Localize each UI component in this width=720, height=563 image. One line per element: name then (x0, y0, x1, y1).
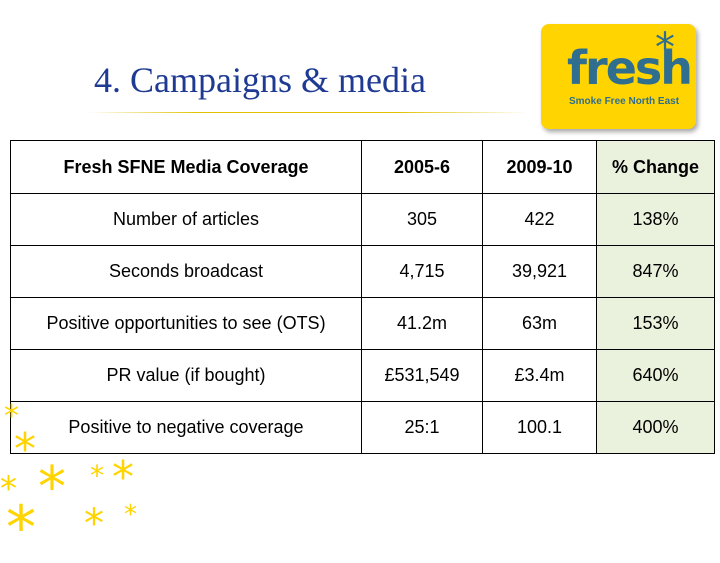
row-change-value: 400% (596, 401, 715, 454)
asterisk-star-icon: * (124, 500, 137, 530)
asterisk-star-icon: * (14, 424, 36, 475)
row-2009-10-value: 422 (482, 193, 597, 246)
row-2005-6-value: 25:1 (361, 401, 483, 454)
title-underline (88, 112, 528, 113)
asterisk-star-icon: * (4, 399, 19, 434)
asterisk-star-icon: * (112, 452, 134, 503)
table-row: Positive to negative coverage 25:1 100.1… (10, 401, 715, 454)
table-row: Positive opportunities to see (OTS) 41.2… (10, 297, 715, 350)
header-2009-10: 2009-10 (482, 140, 597, 194)
row-change-value: 847% (596, 245, 715, 298)
asterisk-star-icon: * (90, 459, 104, 492)
fresh-logo: fresh * Smoke Free North East (541, 24, 696, 129)
row-change-value: 138% (596, 193, 715, 246)
row-metric: PR value (if bought) (10, 349, 362, 402)
header-metric: Fresh SFNE Media Coverage (10, 140, 362, 194)
table-row: Number of articles 305 422 138% (10, 193, 715, 246)
header-change: % Change (596, 140, 715, 194)
table-header-row: Fresh SFNE Media Coverage 2005-6 2009-10… (10, 140, 715, 194)
row-2005-6-value: 4,715 (361, 245, 483, 298)
table-row: Seconds broadcast 4,715 39,921 847% (10, 245, 715, 298)
table-row: PR value (if bought) £531,549 £3.4m 640% (10, 349, 715, 402)
asterisk-star-icon: * (84, 501, 104, 547)
row-change-value: 153% (596, 297, 715, 350)
row-2005-6-value: £531,549 (361, 349, 483, 402)
row-metric: Number of articles (10, 193, 362, 246)
header-2005-6: 2005-6 (361, 140, 483, 194)
logo-word: fresh (567, 41, 693, 95)
slide-title: 4. Campaigns & media (94, 60, 426, 100)
row-2005-6-value: 41.2m (361, 297, 483, 350)
row-2009-10-value: 63m (482, 297, 597, 350)
row-metric: Seconds broadcast (10, 245, 362, 298)
logo-asterisk-icon: * (655, 25, 675, 71)
asterisk-star-icon: * (0, 469, 17, 509)
row-metric: Positive to negative coverage (10, 401, 362, 454)
row-2009-10-value: 39,921 (482, 245, 597, 298)
row-change-value: 640% (596, 349, 715, 402)
row-metric: Positive opportunities to see (OTS) (10, 297, 362, 350)
media-coverage-table: Fresh SFNE Media Coverage 2005-6 2009-10… (10, 140, 715, 454)
row-2005-6-value: 305 (361, 193, 483, 246)
row-2009-10-value: £3.4m (482, 349, 597, 402)
asterisk-star-icon: * (38, 455, 66, 520)
row-2009-10-value: 100.1 (482, 401, 597, 454)
logo-tagline: Smoke Free North East (569, 96, 680, 107)
asterisk-star-icon: * (6, 493, 36, 563)
decorative-stars: * * * * * * * * * (0, 399, 150, 559)
